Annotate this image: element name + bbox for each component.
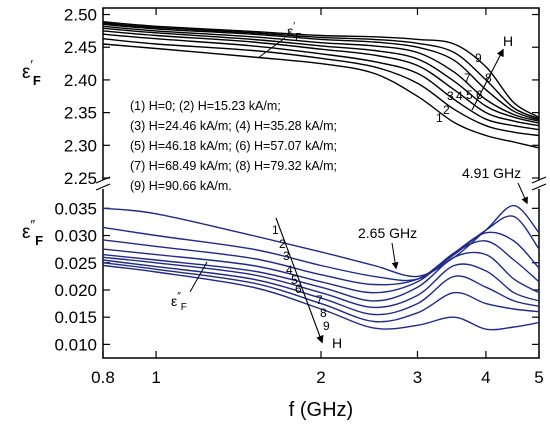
x-axis-label: f (GHz) <box>289 399 353 421</box>
top-curve-label-9: 9 <box>475 51 482 65</box>
x-tick-label: 2 <box>316 368 325 387</box>
top-h-label: H <box>503 33 513 49</box>
top-ytick-label: 2.40 <box>64 71 97 90</box>
top-series-9 <box>103 21 539 118</box>
bottom-curve-label-5: 5 <box>291 273 298 287</box>
bottom-annotation-leader <box>189 261 208 293</box>
top-series-8 <box>103 22 539 120</box>
bottom-series-2 <box>103 215 539 282</box>
bottom-series-8 <box>103 262 539 323</box>
top-ytick-label: 2.35 <box>64 104 97 123</box>
x-tick-label: 1 <box>151 368 160 387</box>
bottom-series-3 <box>103 231 539 286</box>
bottom-series-7 <box>103 259 539 316</box>
bottom-curve-label-2: 2 <box>279 237 286 251</box>
top-curve-labels: 1 2 3 4 5 6 7 8 9 <box>436 51 492 125</box>
marker-4-91-label: 4.91 GHz <box>462 165 521 181</box>
top-curve-label-2: 2 <box>443 103 450 117</box>
top-ytick-label: 2.50 <box>64 6 97 25</box>
bottom-ytick-label: 0.035 <box>54 199 97 218</box>
top-series-2 <box>103 38 539 137</box>
top-ytick-label: 2.25 <box>64 169 97 188</box>
bottom-series-1 <box>103 204 539 278</box>
bottom-series-4 <box>103 240 539 294</box>
axis-break-right <box>531 176 547 191</box>
top-series-1 <box>103 43 539 149</box>
legend-line-4: (7) H=68.49 kA/m; (8) H=79.32 kA/m; <box>130 159 337 173</box>
bottom-series-5 <box>103 251 539 302</box>
top-curve-label-6: 6 <box>476 88 483 102</box>
marker-2-65-arrow <box>391 242 399 270</box>
bottom-ytick-label: 0.020 <box>54 281 97 300</box>
bottom-curve-label-6: 6 <box>295 282 302 296</box>
bottom-curve-label-1: 1 <box>272 223 279 237</box>
bottom-curve-labels: 1 2 3 4 5 6 7 8 9 <box>272 223 330 333</box>
top-series-6 <box>103 25 539 122</box>
top-ytick-label: 2.45 <box>64 38 97 57</box>
top-ytick-label: 2.30 <box>64 136 97 155</box>
top-series-group <box>103 21 539 149</box>
top-annotation-leader <box>257 37 286 59</box>
top-h-arrow <box>471 48 504 111</box>
bottom-curve-label-8: 8 <box>320 306 327 320</box>
top-curve-label-3: 3 <box>447 89 454 103</box>
x-tick-label: 0.8 <box>91 368 115 387</box>
top-series-3 <box>103 33 539 131</box>
top-ylabel: ε′F <box>22 57 41 88</box>
legend: (1) H=0; (2) H=15.23 kA/m; (3) H=24.46 k… <box>130 99 337 193</box>
bottom-curve-label-7: 7 <box>316 293 323 307</box>
top-curve-label-5: 5 <box>466 88 473 102</box>
bottom-series-group <box>103 204 539 331</box>
x-tick-label: 5 <box>534 368 543 387</box>
bottom-curve-label-4: 4 <box>286 263 293 277</box>
top-curve-label-8: 8 <box>485 71 492 85</box>
bottom-curve-label-3: 3 <box>283 249 290 263</box>
top-series-4 <box>103 30 539 127</box>
legend-line-3: (5) H=46.18 kA/m; (6) H=57.07 kA/m; <box>130 139 337 153</box>
x-tick-label: 4 <box>481 368 490 387</box>
top-curve-annotation: ε′F <box>287 21 301 43</box>
bottom-curve-annotation: ε″F <box>171 291 187 313</box>
bottom-ytick-label: 0.015 <box>54 308 97 327</box>
top-series-7 <box>103 23 539 121</box>
bottom-curve-label-9: 9 <box>323 319 330 333</box>
bottom-ytick-label: 0.025 <box>54 254 97 273</box>
top-curve-label-7: 7 <box>464 71 471 85</box>
legend-line-2: (3) H=24.46 kA/m; (4) H=35.28 kA/m; <box>130 119 337 133</box>
marker-4-91-arrow <box>517 182 528 205</box>
bottom-h-label: H <box>332 335 342 351</box>
top-curve-label-4: 4 <box>456 89 463 103</box>
top-series-5 <box>103 27 539 124</box>
bottom-ytick-label: 0.010 <box>54 335 97 354</box>
x-tick-label: 3 <box>413 368 422 387</box>
marker-2-65-label: 2.65 GHz <box>358 225 417 241</box>
legend-line-1: (1) H=0; (2) H=15.23 kA/m; <box>130 99 281 113</box>
legend-line-5: (9) H=90.66 kA/m. <box>130 179 232 193</box>
top-curve-label-1: 1 <box>436 111 443 125</box>
axes-layer: 2.25 2.30 2.35 2.40 2.45 2.50 0.010 0.015 0.020 0… <box>54 6 543 387</box>
bottom-h-arrow <box>275 217 324 344</box>
bottom-series-6 <box>103 256 539 309</box>
bottom-ytick-label: 0.030 <box>54 227 97 246</box>
bottom-ylabel: ε″F <box>22 217 43 248</box>
